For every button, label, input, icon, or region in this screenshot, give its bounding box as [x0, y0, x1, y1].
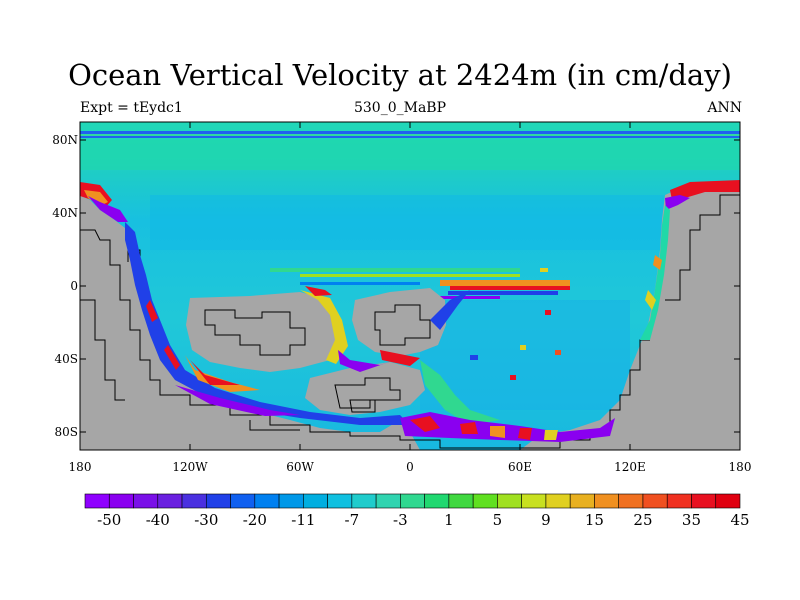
- season-label: ANN: [707, 100, 742, 116]
- colorbar-box: [642, 493, 668, 509]
- northern-band: [80, 140, 740, 170]
- colorbar-box: [497, 493, 522, 509]
- colorbar-box: [400, 493, 425, 509]
- colorbar-box: [618, 493, 644, 509]
- colorbar-label: -50: [97, 511, 122, 529]
- colorbar-box: [351, 493, 377, 509]
- lon-tick-180w: 180: [68, 460, 92, 474]
- colorbar-box: [594, 493, 620, 509]
- colorbar-box: [569, 493, 595, 509]
- colorbar-box: [448, 493, 474, 509]
- landmass: [80, 182, 740, 450]
- experiment-label: Expt = tEydc1: [80, 100, 183, 116]
- colorbar-label: 25: [633, 511, 653, 529]
- colorbar-label: 15: [584, 511, 604, 529]
- colorbar-box: [84, 493, 110, 509]
- lat-tick-0: 0: [70, 279, 78, 293]
- colorbar-label: -7: [344, 511, 360, 529]
- colorbar-label: 35: [681, 511, 702, 529]
- colorbar-label: 5: [492, 511, 503, 529]
- colorbar-box: [254, 493, 280, 509]
- colorbar-box: [666, 493, 692, 509]
- lon-tick-60w: 60W: [286, 460, 314, 474]
- colorbar-box: [181, 493, 207, 509]
- lon-tick-120e: 120E: [614, 460, 646, 474]
- lon-tick-60e: 60E: [507, 460, 533, 474]
- lat-tick-40s: 40S: [54, 352, 79, 366]
- colorbar-box: [303, 493, 328, 509]
- coastline-outlines: [80, 194, 740, 449]
- colorbar-label: -30: [194, 511, 219, 529]
- colorbar-box: [205, 493, 231, 509]
- colorbar-label: 1: [444, 511, 454, 529]
- map-area: [80, 122, 740, 450]
- lat-tick-80n: 80N: [52, 133, 78, 147]
- colorbar-box: [691, 493, 717, 509]
- lon-tick-120w: 120W: [172, 460, 208, 474]
- colorbar-label: -40: [145, 511, 170, 529]
- colorbar-box: [472, 493, 498, 509]
- colorbar-box: [424, 493, 450, 509]
- colorbar-box: [108, 493, 134, 509]
- colorbar-box: [375, 493, 401, 509]
- colorbar-box: [715, 493, 741, 509]
- colorbar-box: [133, 493, 159, 509]
- colorbar: [84, 493, 741, 509]
- axis-ticks: [79, 122, 741, 450]
- colorbar-box: [327, 493, 353, 509]
- arctic-boundary-row: [80, 131, 740, 138]
- colorbar-label: -3: [393, 511, 408, 529]
- colorbar-label: -11: [291, 511, 316, 529]
- lat-tick-40n: 40N: [52, 206, 78, 220]
- colorbar-label: -20: [242, 511, 267, 529]
- colorbar-label: 45: [730, 511, 750, 529]
- central-ocean-patch: [150, 195, 670, 250]
- colorbar-box: [278, 493, 304, 509]
- time-label: 530_0_MaBP: [353, 100, 447, 116]
- lon-tick-180e: 180: [728, 460, 752, 474]
- boundary-current-highlights: [80, 180, 740, 442]
- lat-tick-80s: 80S: [54, 425, 79, 439]
- plot-title: Ocean Vertical Velocity at 2424m (in cm/…: [68, 58, 732, 92]
- colorbar-box: [230, 493, 256, 509]
- colorbar-label: 9: [541, 511, 551, 529]
- colorbar-box: [545, 493, 571, 509]
- lon-tick-0: 0: [406, 460, 414, 474]
- southern-ocean-patch: [420, 300, 630, 410]
- colorbar-box: [157, 493, 183, 509]
- colorbar-box: [521, 493, 547, 509]
